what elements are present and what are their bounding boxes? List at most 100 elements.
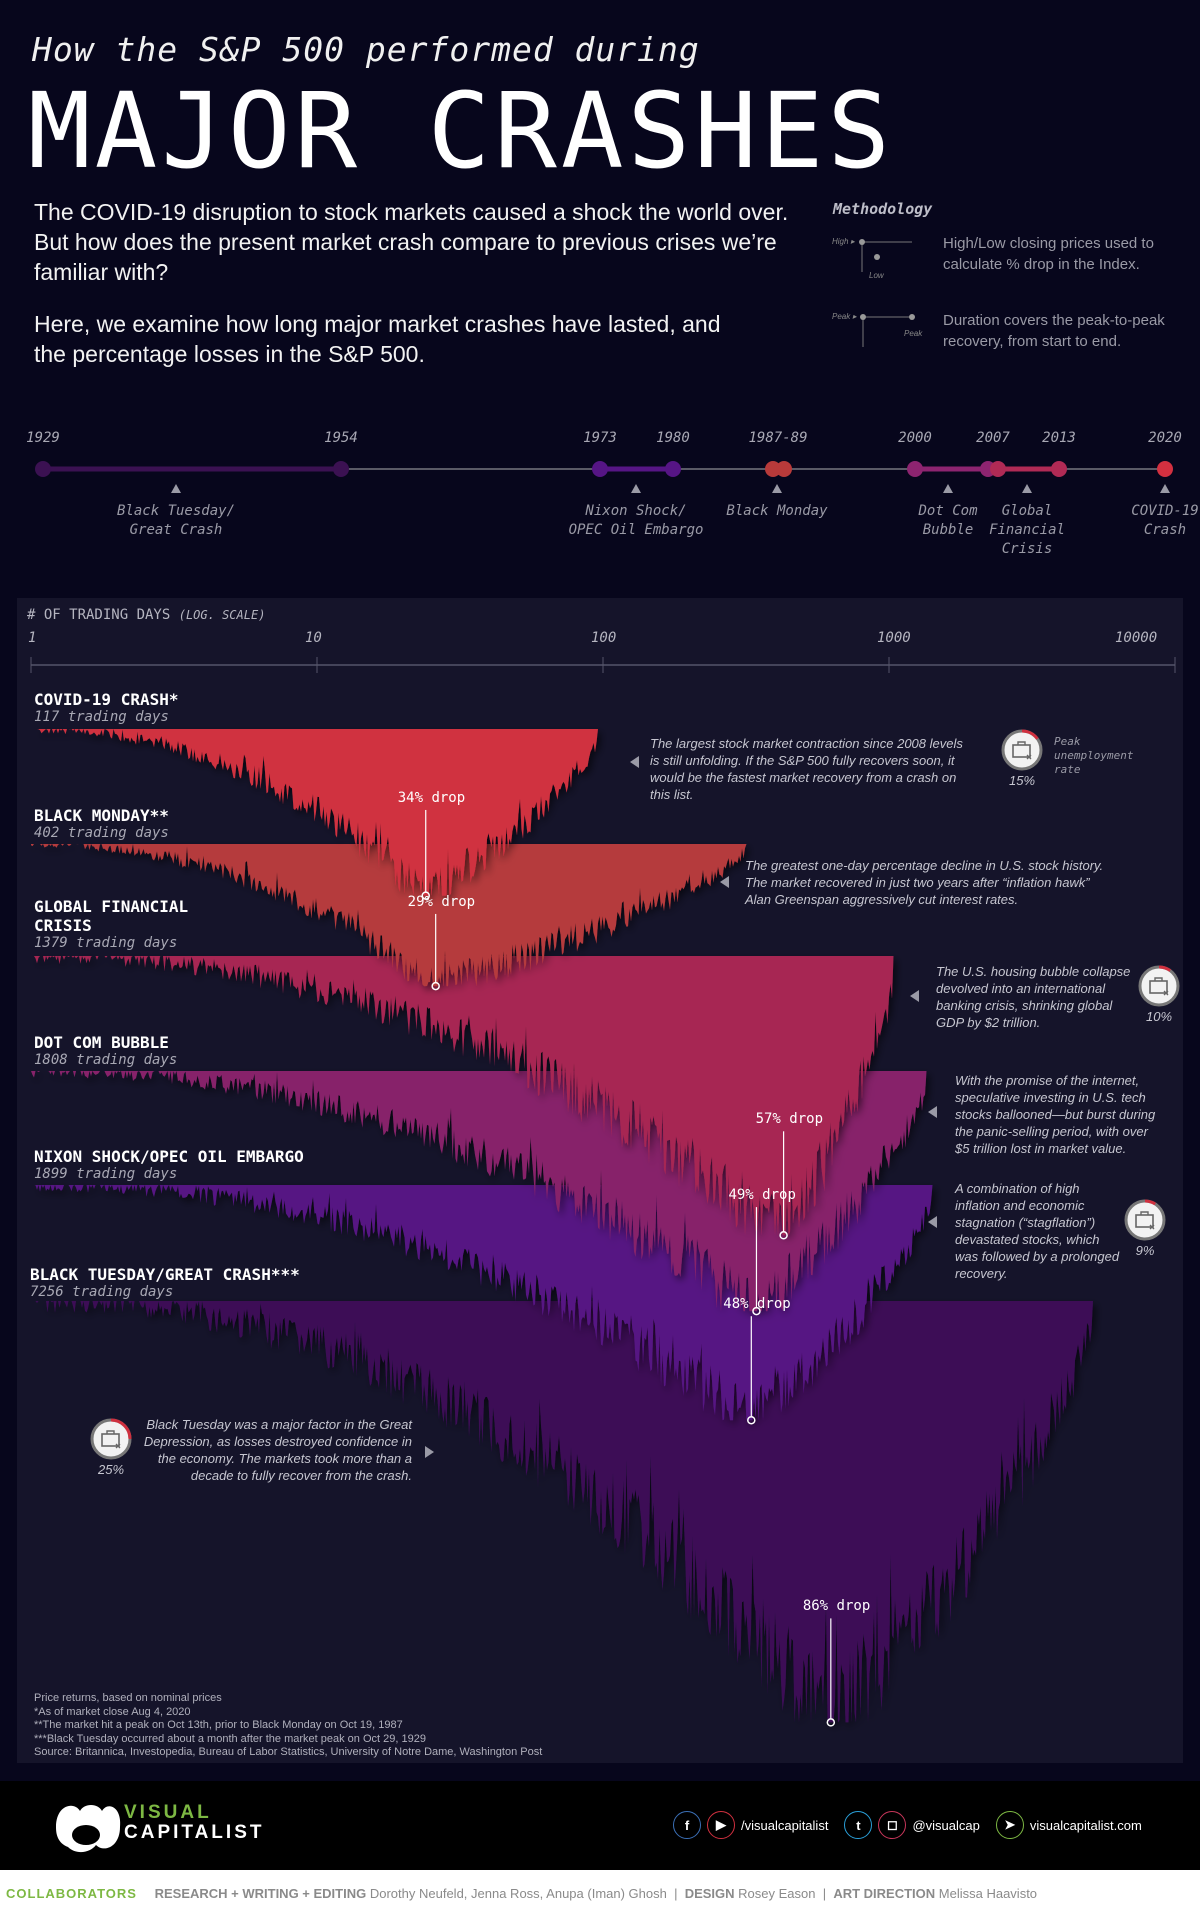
crash-name: NIXON SHOCK/OPEC OIL EMBARGO bbox=[34, 1147, 304, 1166]
timeline-year: 2000 bbox=[898, 430, 932, 446]
briefcase-icon bbox=[1012, 744, 1031, 758]
intro-paragraph-2: Here, we examine how long major market c… bbox=[34, 311, 721, 367]
low-label: Low bbox=[869, 271, 885, 280]
unemployment-arc bbox=[1021, 729, 1039, 740]
crash-note: With the promise of the internet, specul… bbox=[955, 1073, 1156, 1156]
timeline-marker-icon bbox=[943, 484, 953, 493]
crash-name: BLACK TUESDAY/GREAT CRASH*** bbox=[30, 1265, 300, 1284]
timeline-marker-icon bbox=[171, 484, 181, 493]
x-tick-label: 10000 bbox=[1115, 630, 1158, 646]
methodology-title: Methodology bbox=[833, 200, 933, 218]
unemployment-rate: 9% bbox=[1135, 1243, 1155, 1258]
crash-name: GLOBAL FINANCIAL CRISIS bbox=[34, 897, 189, 935]
footnote: **The market hit a peak on Oct 13th, pri… bbox=[34, 1719, 403, 1731]
timeline-marker-icon bbox=[631, 484, 641, 493]
crash-note: Black Tuesday was a major factor in the … bbox=[143, 1417, 412, 1483]
timeline-event-label: Dot Com Bubble bbox=[918, 503, 978, 538]
drop-label: 29% drop bbox=[407, 893, 476, 910]
intro-paragraph-1: The COVID-19 disruption to stock markets… bbox=[34, 199, 789, 285]
website-link[interactable]: visualcapitalist.com bbox=[1029, 1817, 1142, 1833]
crash-duration: 1379 trading days bbox=[34, 935, 178, 951]
timeline-year: 1973 bbox=[583, 430, 617, 446]
trough-marker bbox=[421, 891, 430, 900]
crash-duration: 1808 trading days bbox=[34, 1052, 178, 1068]
timeline-event-label: Nixon Shock/ OPEC Oil Embargo bbox=[568, 503, 704, 538]
crash-area-0 bbox=[31, 729, 602, 896]
timeline-year: 1954 bbox=[324, 430, 358, 446]
drop-label: 57% drop bbox=[755, 1111, 824, 1128]
twitter-icon[interactable]: t bbox=[844, 1811, 873, 1839]
drop-label: 49% drop bbox=[728, 1187, 796, 1204]
timeline-year: 2020 bbox=[1148, 430, 1182, 446]
footer: VISUAL CAPITALIST f ▶ /visualcapitalist t… bbox=[0, 1781, 1200, 1870]
drop-label: 48% drop bbox=[723, 1296, 791, 1313]
timeline-year: 2013 bbox=[1042, 430, 1076, 446]
timeline-year: 1929 bbox=[26, 430, 60, 446]
timeline-year: 2007 bbox=[976, 430, 1010, 446]
instagram-icon[interactable]: ◻ bbox=[878, 1811, 907, 1839]
briefcase-icon bbox=[101, 1433, 120, 1447]
footnote: Source: Britannica, Investopedia, Bureau… bbox=[34, 1746, 543, 1758]
x-tick-label: 100 bbox=[591, 630, 617, 646]
logo-text[interactable]: VISUAL CAPITALIST bbox=[124, 1802, 265, 1843]
cursor-icon[interactable]: ➤ bbox=[995, 1811, 1024, 1839]
timeline-event-label: Global Financial Crisis bbox=[989, 503, 1065, 557]
pointer-arrow-icon bbox=[720, 876, 729, 888]
footnote: Price returns, based on nominal prices bbox=[34, 1692, 222, 1704]
x-tick-label: 10 bbox=[305, 630, 322, 646]
timeline-marker-icon bbox=[1160, 484, 1170, 493]
high-label: High ▸ bbox=[832, 237, 856, 246]
footnote: ***Black Tuesday occurred about a month … bbox=[34, 1732, 426, 1745]
drop-label: 34% drop bbox=[397, 789, 466, 806]
svg-text:Peak ▸: Peak ▸ bbox=[832, 312, 857, 321]
trough-marker bbox=[826, 1718, 836, 1727]
footnote: *As of market close Aug 4, 2020 bbox=[34, 1705, 191, 1718]
crash-note: The largest stock market contraction sin… bbox=[650, 736, 963, 802]
trough-marker bbox=[431, 981, 440, 991]
briefcase-icon bbox=[1135, 1214, 1154, 1228]
unemployment-rate: 10% bbox=[1145, 1009, 1173, 1024]
methodology-text-2: Duration covers the peak-to-peak recover… bbox=[943, 312, 1165, 350]
x-tick-label: 1000 bbox=[877, 630, 911, 646]
timeline-marker-icon bbox=[1022, 484, 1032, 493]
x-tick-label: 1 bbox=[28, 630, 37, 646]
pointer-arrow-icon bbox=[910, 990, 919, 1002]
twitter-handle[interactable]: @visualcap bbox=[912, 1817, 980, 1833]
collaborators-bar: COLLABORATORS RESEARCH + WRITING + EDITI… bbox=[0, 1870, 1200, 1928]
trough-marker bbox=[779, 1231, 788, 1240]
pointer-arrow-icon bbox=[425, 1446, 434, 1458]
unemployment-arc bbox=[110, 1418, 132, 1440]
crash-name: DOT COM BUBBLE bbox=[34, 1033, 169, 1052]
crash-note: A combination of high inflation and econ… bbox=[955, 1181, 1120, 1281]
crash-area-chart bbox=[30, 657, 1176, 1727]
crash-duration: 117 trading days bbox=[34, 709, 169, 725]
crash-duration: 1899 trading days bbox=[34, 1166, 178, 1182]
crash-note: The U.S. housing bubble collapse devolve… bbox=[936, 964, 1131, 1030]
unemployment-gauge-icon bbox=[1138, 965, 1180, 1007]
unemployment-rate: 25% bbox=[97, 1462, 125, 1477]
timeline-dots bbox=[35, 461, 1173, 477]
crash-area-5 bbox=[31, 1301, 1097, 1723]
timeline-event-label: Black Tuesday/ Great Crash bbox=[116, 503, 236, 538]
crash-duration: 402 trading days bbox=[34, 825, 169, 841]
unemployment-gauge-icon bbox=[90, 1418, 132, 1460]
pointer-arrow-icon bbox=[928, 1216, 937, 1228]
timeline-year: 1980 bbox=[656, 430, 690, 446]
timeline-event-label: Black Monday bbox=[726, 503, 828, 519]
timeline-marker-icon bbox=[772, 484, 782, 493]
social-handle[interactable]: /visualcapitalist bbox=[741, 1817, 829, 1833]
crash-area-1 bbox=[31, 844, 750, 987]
page-title: MAJOR CRASHES bbox=[28, 70, 894, 192]
unemployment-caption: Peak unemployment rate bbox=[1054, 735, 1134, 776]
visual-capitalist-logo-icon bbox=[56, 1805, 121, 1853]
timeline bbox=[35, 461, 1173, 477]
timeline-event-label: COVID-19 Crash bbox=[1131, 503, 1199, 538]
crash-name: COVID-19 CRASH* bbox=[34, 690, 179, 709]
pointer-arrow-icon bbox=[928, 1106, 937, 1118]
facebook-icon[interactable]: f bbox=[673, 1811, 701, 1839]
pointer-arrow-icon bbox=[630, 756, 639, 768]
high-low-diagram-icon: High ▸ Low bbox=[832, 237, 912, 280]
trough-marker bbox=[752, 1306, 761, 1316]
unemployment-arc bbox=[1158, 965, 1172, 972]
youtube-icon[interactable]: ▶ bbox=[707, 1811, 735, 1839]
